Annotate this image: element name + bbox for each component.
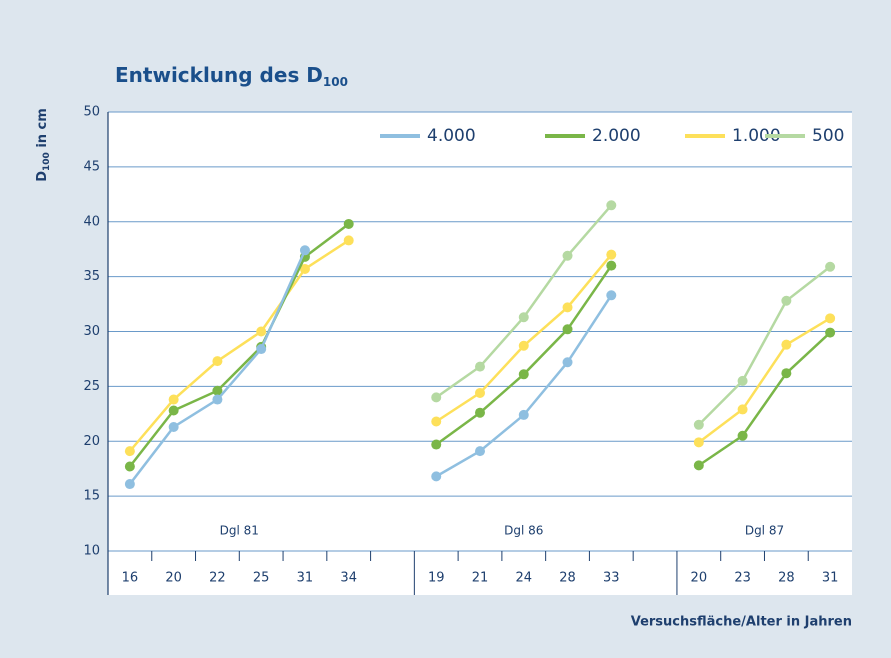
legend-label: 2.000	[592, 126, 641, 146]
x-tick-label: 23	[734, 571, 751, 586]
data-point	[256, 344, 267, 355]
x-axis-label: Versuchsfläche/Alter in Jahren	[631, 615, 852, 630]
y-tick-label: 15	[83, 489, 100, 504]
data-point	[299, 245, 310, 256]
x-tick-label: 22	[209, 571, 226, 586]
data-point	[475, 446, 485, 457]
data-point	[124, 479, 135, 490]
data-point	[212, 356, 223, 367]
data-point	[518, 340, 529, 351]
data-point	[299, 263, 310, 274]
data-point	[562, 324, 573, 335]
data-point	[475, 407, 485, 418]
data-point	[475, 361, 485, 372]
data-point	[825, 261, 836, 272]
data-point	[343, 218, 354, 229]
group-label: Dgl 87	[745, 524, 784, 538]
data-point	[475, 387, 485, 398]
legend-label: 1.000	[732, 126, 781, 146]
data-point	[693, 437, 704, 448]
data-point	[124, 461, 135, 472]
x-tick-label: 28	[559, 571, 576, 586]
y-tick-label: 10	[83, 544, 100, 559]
x-tick-label: 31	[297, 571, 314, 586]
y-tick-label: 40	[83, 214, 100, 229]
y-tick-label: 20	[83, 434, 100, 449]
data-point	[212, 385, 223, 396]
data-point	[562, 357, 573, 368]
legend-label: 4.000	[427, 126, 476, 146]
y-tick-label: 45	[83, 159, 100, 174]
x-tick-label: 31	[822, 571, 839, 586]
data-point	[124, 446, 135, 457]
group-label: Dgl 81	[220, 524, 259, 538]
y-axis-label: D100 in cm	[35, 108, 52, 182]
x-tick-label: 20	[165, 571, 182, 586]
group-label: Dgl 86	[504, 524, 543, 538]
data-point	[431, 439, 442, 450]
data-point	[431, 416, 442, 427]
data-point	[781, 368, 792, 379]
x-tick-label: 20	[691, 571, 708, 586]
data-point	[343, 235, 354, 246]
data-point	[781, 295, 792, 306]
x-tick-label: 16	[122, 571, 139, 586]
x-tick-label: 25	[253, 571, 270, 586]
data-point	[518, 312, 529, 323]
data-point	[693, 460, 704, 471]
plot-area	[108, 112, 852, 595]
data-point	[606, 249, 617, 260]
data-point	[825, 313, 836, 324]
data-point	[606, 200, 617, 211]
x-tick-label: 24	[515, 571, 532, 586]
data-point	[518, 369, 529, 380]
x-tick-label: 19	[428, 571, 445, 586]
y-tick-label: 35	[83, 269, 100, 284]
y-tick-label: 30	[83, 324, 100, 339]
data-point	[431, 392, 442, 403]
data-point	[737, 430, 748, 441]
y-tick-label: 25	[83, 379, 100, 394]
data-point	[737, 404, 748, 415]
data-point	[168, 405, 179, 416]
data-point	[562, 302, 573, 313]
data-point	[518, 409, 529, 420]
data-point	[212, 394, 223, 405]
data-point	[825, 327, 836, 338]
data-point	[606, 290, 617, 301]
x-tick-label: 33	[603, 571, 620, 586]
chart-title: Entwicklung des D100	[115, 63, 348, 89]
data-point	[562, 250, 573, 261]
data-point	[256, 326, 267, 337]
data-point	[606, 260, 617, 271]
data-point	[168, 394, 179, 405]
data-point	[693, 419, 704, 430]
x-tick-label: 34	[340, 571, 357, 586]
y-tick-label: 50	[83, 105, 100, 120]
data-point	[781, 339, 792, 350]
legend-label: 500	[812, 126, 844, 146]
data-point	[431, 471, 442, 482]
data-point	[737, 375, 748, 386]
data-point	[168, 421, 179, 432]
x-tick-label: 28	[778, 571, 795, 586]
x-tick-label: 21	[472, 571, 489, 586]
